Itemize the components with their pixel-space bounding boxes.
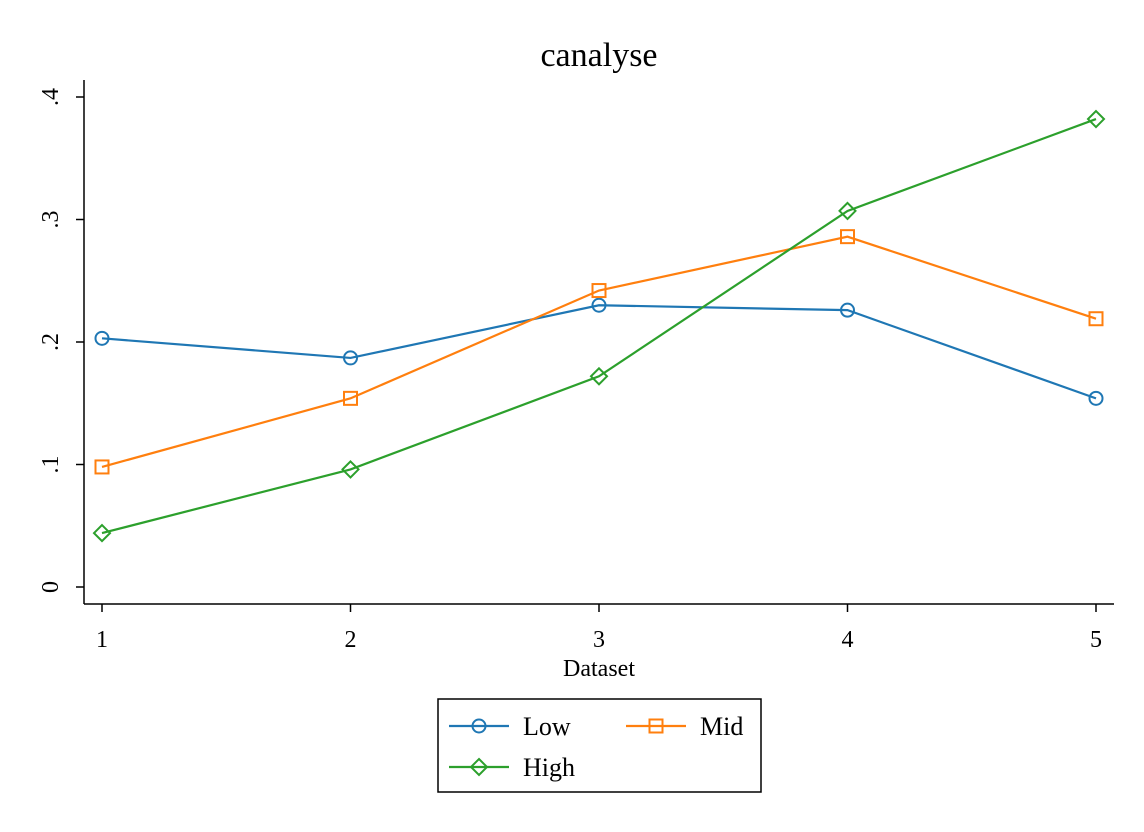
- series-mid-point: [94, 459, 110, 475]
- x-tick-label: 3: [593, 627, 605, 653]
- legend-item-mid: Mid: [626, 712, 743, 741]
- chart-title: canalyse: [540, 37, 657, 74]
- series-mid-point: [591, 283, 607, 299]
- y-tick-label: .4: [38, 88, 64, 106]
- legend: Low Mid High: [437, 698, 762, 793]
- legend-low-label: Low: [523, 712, 571, 741]
- x-tick-label: 5: [1090, 627, 1102, 653]
- series-mid-point: [1088, 311, 1104, 327]
- series-low-point: [343, 350, 358, 366]
- series-mid-point: [343, 390, 358, 406]
- series-high-point: [838, 201, 857, 221]
- series-low-point: [591, 297, 607, 313]
- x-axis-label: Dataset: [563, 656, 635, 682]
- x-tick-label: 4: [842, 627, 854, 653]
- y-tick-label: .3: [38, 211, 64, 229]
- legend-high-marker: [469, 757, 489, 777]
- series-high-line: [101, 118, 1097, 535]
- y-tick-label: 0: [38, 581, 64, 593]
- series-mid: [94, 229, 1104, 475]
- series-low-line: [101, 304, 1097, 400]
- series-mid-point: [840, 229, 855, 245]
- y-tick-label: .2: [38, 333, 64, 351]
- series-low-point: [840, 302, 855, 318]
- axes: 0 .1 .2 .3 .4 1 2 3 4 5: [38, 80, 1114, 653]
- x-tick-label: 2: [345, 627, 357, 653]
- series-high: [92, 109, 1106, 543]
- series-high-point: [589, 366, 609, 386]
- series-high-point: [92, 523, 112, 543]
- series-layer: [92, 109, 1106, 543]
- series-high-point: [341, 459, 360, 479]
- series-high-point: [1086, 109, 1106, 129]
- series-low: [94, 297, 1104, 406]
- legend-box: [437, 698, 762, 793]
- legend-mid-marker: [648, 718, 664, 734]
- series-mid-line: [101, 235, 1097, 469]
- legend-high-label: High: [523, 753, 575, 782]
- legend-item-low: Low: [449, 712, 571, 741]
- y-tick-label: .1: [38, 456, 64, 474]
- legend-mid-label: Mid: [700, 712, 743, 741]
- x-tick-label: 1: [96, 627, 108, 653]
- legend-low-marker: [471, 718, 487, 734]
- series-low-point: [1088, 390, 1104, 406]
- series-low-point: [94, 330, 110, 346]
- legend-item-high: High: [449, 753, 575, 782]
